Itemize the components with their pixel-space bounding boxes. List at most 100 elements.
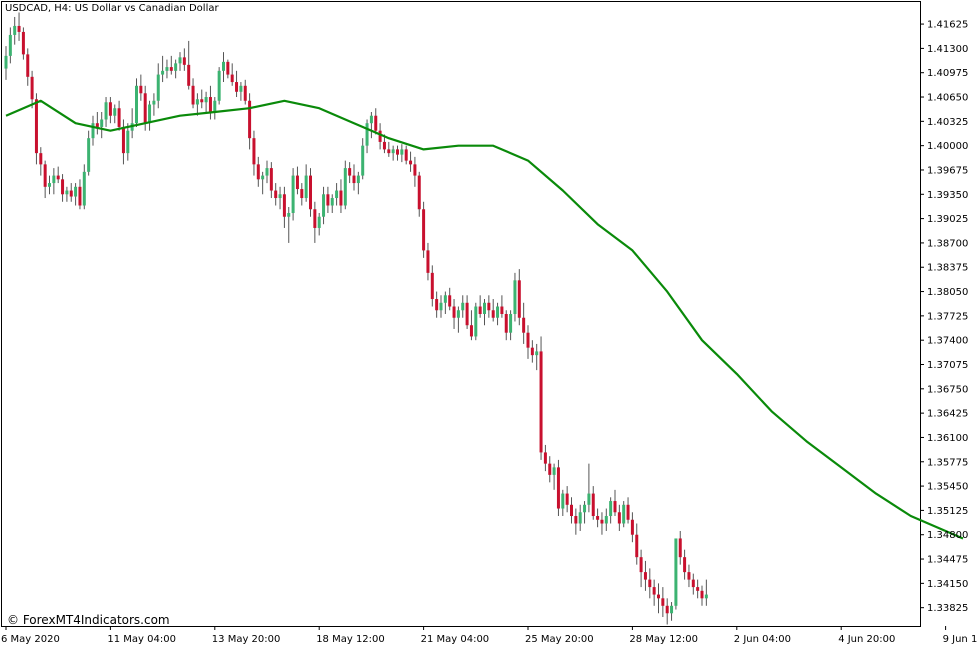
candle (661, 587, 665, 618)
candle (561, 489, 565, 517)
candle (269, 162, 273, 199)
bear-candle-body (591, 493, 595, 517)
bear-candle-body (543, 452, 547, 464)
bear-candle-body (687, 572, 691, 580)
bull-candle-body (578, 512, 582, 524)
candle (552, 463, 556, 490)
time-tick-label: 4 Jun 20:00 (838, 634, 895, 645)
candle (339, 179, 343, 213)
candle (326, 186, 330, 213)
bear-candle-body (117, 108, 121, 127)
candle (135, 78, 138, 127)
time-tick-label: 13 May 20:00 (212, 634, 281, 645)
price-tick-label: 1.39675 (927, 165, 968, 176)
price-tick-label: 1.41625 (927, 20, 968, 31)
bear-candle-body (248, 100, 252, 139)
candle (91, 115, 95, 146)
candle (287, 207, 291, 243)
candle (187, 40, 191, 90)
time-tick-label: 9 Jun 12:00 (943, 634, 977, 645)
candle (148, 100, 152, 131)
bear-candle-body (108, 102, 112, 116)
bull-candle-body (100, 119, 104, 127)
candle (30, 70, 34, 109)
bear-candle-body (39, 153, 43, 165)
bear-candle-body (648, 579, 652, 588)
bull-candle-body (113, 108, 117, 116)
price-tick-label: 1.36425 (927, 409, 968, 420)
candle (378, 123, 382, 150)
bull-candle-body (369, 115, 373, 124)
bear-candle-body (382, 141, 386, 150)
candle (126, 123, 130, 161)
bear-candle-body (143, 93, 147, 124)
bear-candle-body (396, 149, 399, 155)
candle (304, 164, 308, 202)
bull-candle-body (74, 186, 78, 197)
bear-candle-body (522, 317, 526, 333)
candle (465, 295, 469, 329)
candle (74, 183, 78, 206)
price-tick-label: 1.39350 (927, 190, 968, 201)
bear-candle-body (574, 516, 578, 524)
price-tick-label: 1.40650 (927, 93, 968, 104)
bull-candle-body (604, 516, 608, 524)
candle (117, 100, 121, 131)
candle (322, 186, 326, 225)
price-tick-label: 1.38375 (927, 263, 968, 274)
candle (152, 93, 156, 116)
price-tick-label: 1.40975 (927, 68, 968, 79)
bull-candle-body (213, 100, 217, 112)
candle (274, 183, 278, 206)
candle (204, 91, 208, 112)
bear-candle-body (626, 504, 630, 520)
candle (591, 486, 595, 520)
candle (570, 497, 573, 524)
bear-candle-body (200, 99, 204, 103)
bear-candle-body (413, 164, 417, 176)
candle (61, 174, 65, 202)
candle (69, 183, 73, 202)
bear-candle-body (226, 61, 230, 75)
bull-candle-body (535, 351, 539, 356)
bear-candle-body (374, 115, 378, 131)
bear-candle-body (61, 179, 65, 195)
bear-candle-body (309, 175, 312, 210)
candle (100, 111, 104, 139)
bear-candle-body (230, 74, 234, 83)
candle (21, 27, 25, 60)
bull-candle-body (439, 302, 443, 311)
candle (230, 63, 234, 86)
bull-candle-body (322, 194, 326, 217)
time-tick-label: 2 Jun 04:00 (734, 634, 791, 645)
candle (104, 97, 108, 127)
time-tick-label: 6 May 2020 (1, 634, 60, 645)
candle (670, 602, 674, 621)
candle (539, 336, 543, 460)
candle (617, 504, 621, 531)
bear-candle-body (352, 175, 356, 184)
bull-candle-body (343, 168, 347, 206)
candle (535, 343, 539, 371)
candle (121, 119, 125, 165)
time-tick-label: 11 May 04:00 (107, 634, 176, 645)
candle (348, 162, 352, 184)
candle (443, 291, 447, 314)
bear-candle-body (169, 67, 173, 71)
candle (52, 168, 56, 195)
price-tick-label: 1.34150 (927, 579, 968, 590)
candle (43, 160, 47, 199)
bear-candle-body (21, 31, 25, 55)
candle (696, 579, 700, 599)
candle (665, 598, 669, 625)
bull-candle-body (65, 190, 69, 195)
bear-candle-body (548, 463, 552, 475)
watermark-text: © ForexMT4Indicators.com (7, 613, 170, 627)
bull-candle-body (161, 70, 165, 75)
price-tick-label: 1.33825 (927, 603, 968, 614)
candle (461, 295, 465, 318)
candle (448, 287, 452, 311)
bear-candle-body (243, 85, 247, 101)
bull-candle-body (104, 102, 108, 120)
